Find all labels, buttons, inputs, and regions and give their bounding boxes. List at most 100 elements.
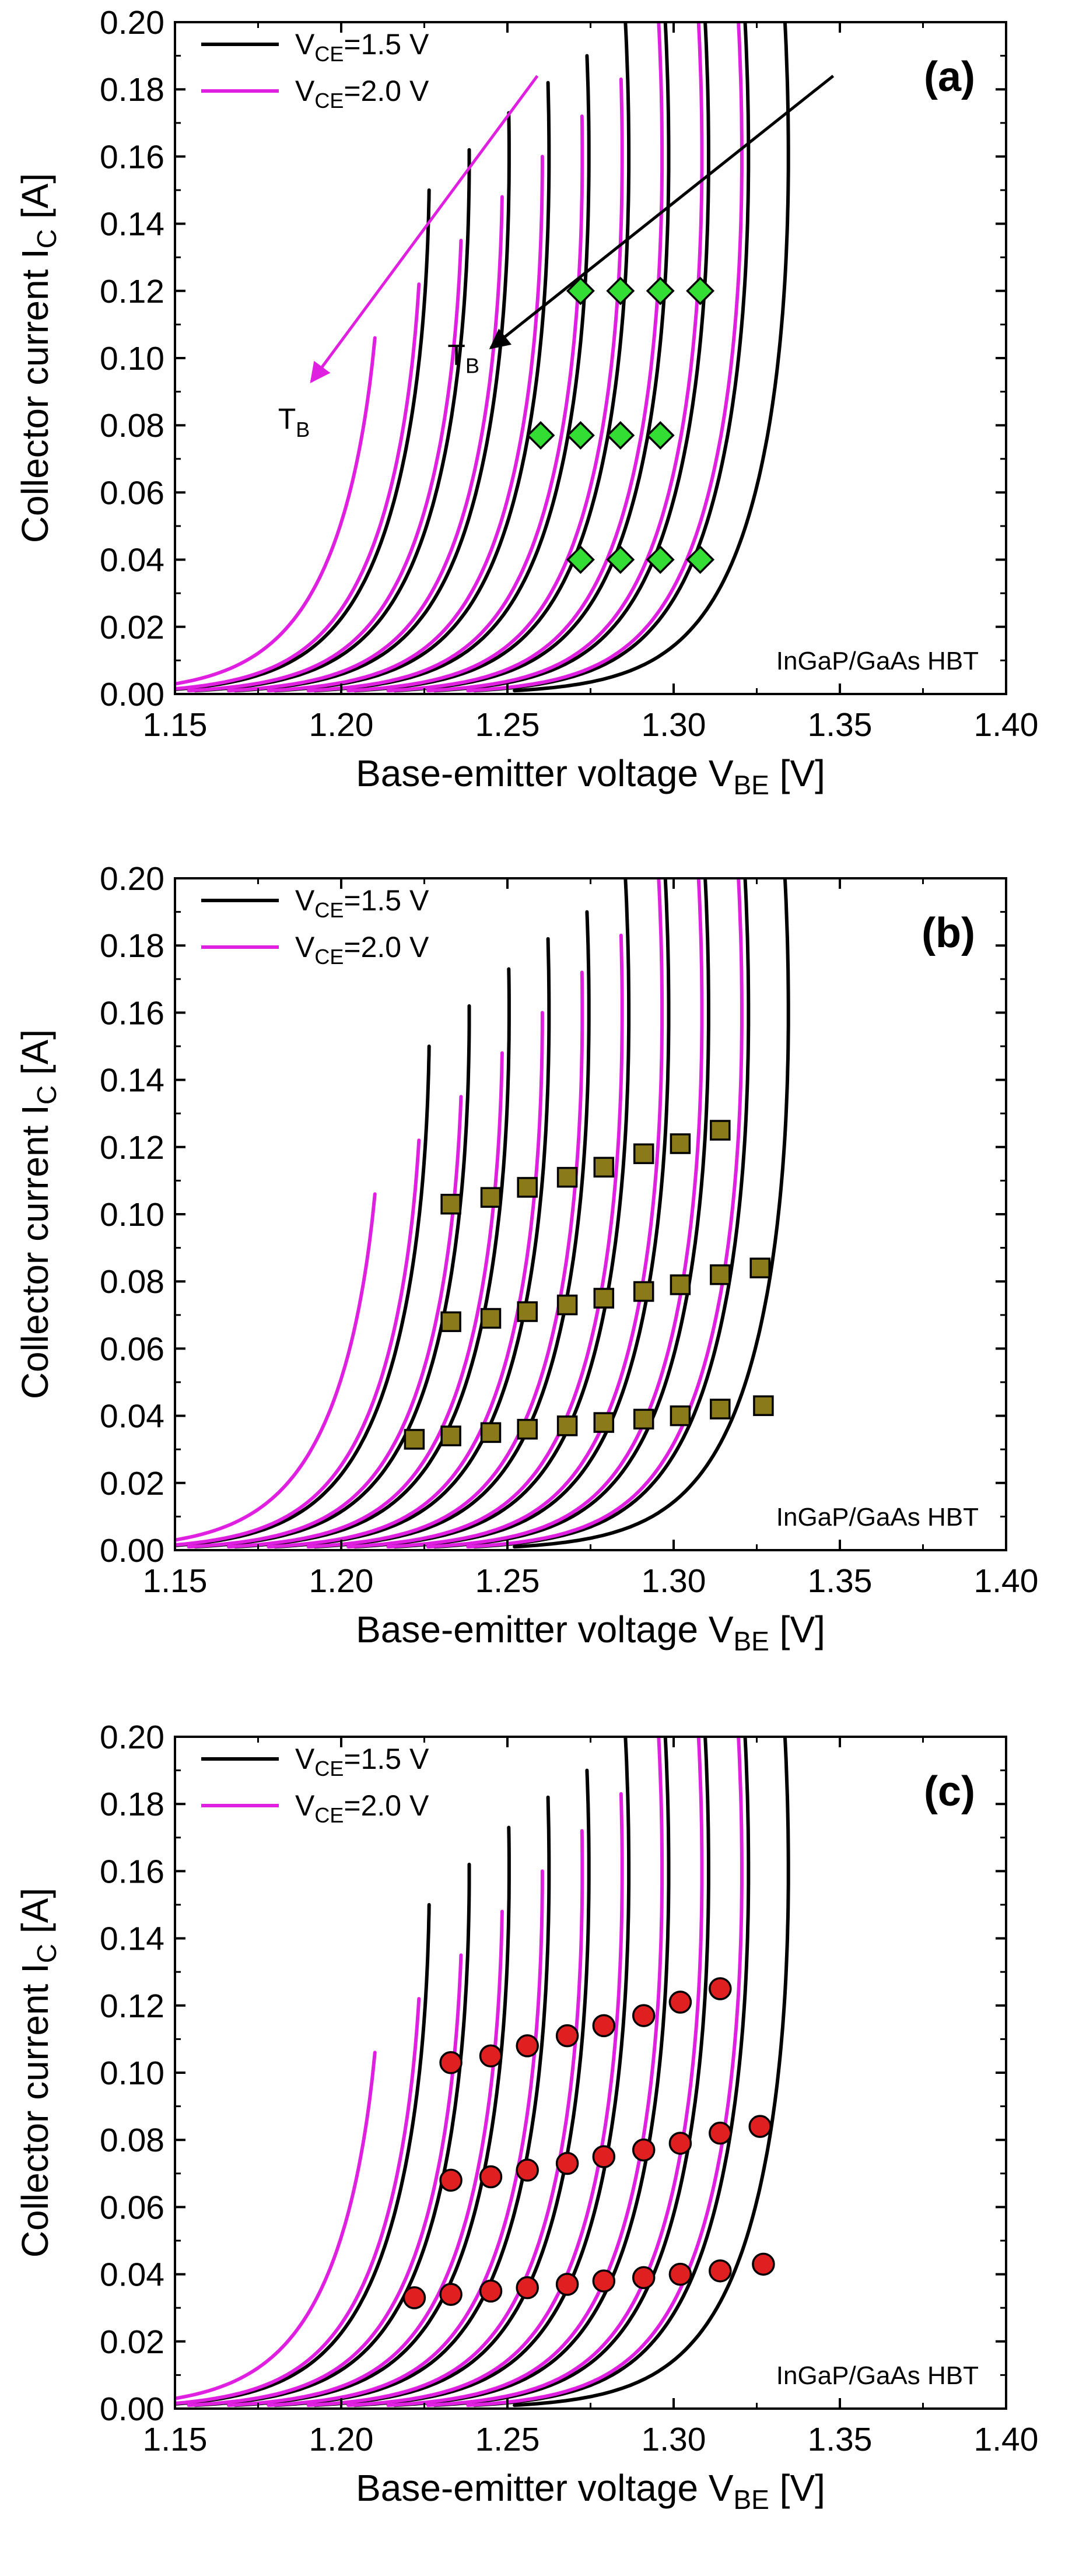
- x-tick-label: 1.25: [475, 706, 540, 744]
- data-point-6: [593, 1412, 615, 1433]
- y-tick-label: 0.10: [100, 1196, 164, 1233]
- vce-2p0-curve-2: [175, 1138, 421, 1547]
- vce-1p5-curve-6: [353, 22, 631, 693]
- data-point-23: [556, 1166, 578, 1188]
- y-tick-label: 0.20: [100, 4, 164, 41]
- data-point-24: [593, 1156, 615, 1178]
- x-tick-label: 1.20: [309, 1562, 374, 1600]
- vce-2p0-curve-3: [187, 1953, 463, 2407]
- data-point-9: [710, 1399, 731, 1420]
- data-point-14: [555, 2151, 579, 2175]
- data-point-3: [480, 1422, 502, 1443]
- data-point-13: [517, 1301, 538, 1322]
- legend-sub: CE: [314, 898, 344, 922]
- vce-1p5-curve-10: [513, 22, 790, 693]
- vce-2p0-curve-5: [267, 155, 544, 693]
- y-tick-label: 0.18: [100, 71, 164, 108]
- vce-1p5-curve-2: [193, 148, 471, 693]
- data-point-16: [633, 1281, 654, 1302]
- vce-1p5-curve-3: [233, 111, 511, 693]
- x-axis-title-main: Base-emitter voltage V: [356, 2467, 734, 2509]
- data-point-8: [668, 2262, 692, 2286]
- device-annotation: InGaP/GaAs HBT: [776, 2361, 979, 2390]
- y-axis-title-main: Collector current I: [14, 248, 56, 543]
- y-tick-label: 0.20: [100, 860, 164, 898]
- vce-1p5-curve-10: [513, 1737, 790, 2407]
- legend-prefix: V: [295, 1743, 315, 1775]
- vce-1p5-curve-5: [313, 54, 591, 693]
- data-point-11: [440, 1311, 461, 1333]
- x-tick-label: 1.35: [808, 706, 873, 744]
- vce-2p0-curve-2: [175, 282, 421, 691]
- data-point-2: [439, 2283, 463, 2306]
- tb-label-sub: B: [465, 354, 479, 378]
- y-axis-title: Collector current IC [A]: [14, 1029, 62, 1399]
- vce-2p0-curve-7: [346, 1792, 624, 2407]
- y-tick-label: 0.00: [100, 2391, 164, 2428]
- data-point-11: [439, 2168, 463, 2192]
- y-tick-label: 0.12: [100, 1129, 164, 1166]
- x-tick-label: 1.30: [642, 706, 706, 744]
- data-point-12: [479, 2165, 503, 2189]
- legend-suffix: =2.0 V: [344, 75, 429, 107]
- vce-2p0-curve-10: [466, 1737, 744, 2407]
- y-tick-label: 0.04: [100, 1398, 164, 1435]
- y-tick-label: 0.14: [100, 1062, 164, 1099]
- y-axis-title-main: Collector current I: [14, 1963, 56, 2258]
- tb-label-main: T: [447, 339, 465, 371]
- data-point-26: [668, 1990, 692, 2014]
- data-point-5: [555, 2273, 579, 2296]
- x-tick-label: 1.35: [808, 1562, 873, 1600]
- x-tick-label: 1.30: [642, 2421, 706, 2458]
- y-tick-label: 0.06: [100, 2189, 164, 2226]
- vce-2p0-curve-3: [187, 1095, 463, 1549]
- x-tick-label: 1.40: [974, 706, 1039, 744]
- plot-area: [175, 1737, 790, 2407]
- x-tick-label: 1.30: [642, 1562, 706, 1600]
- vce-1p5-curve-6: [353, 1737, 631, 2407]
- x-tick-label: 1.20: [309, 706, 374, 744]
- panel-label: (b): [922, 910, 975, 956]
- data-point-12: [686, 545, 715, 574]
- y-tick-label: 0.14: [100, 206, 164, 243]
- y-tick-label: 0.06: [100, 474, 164, 511]
- data-point-27: [710, 1120, 731, 1141]
- vce-1p5-curve-8: [433, 878, 710, 1549]
- y-tick-label: 0.08: [100, 1263, 164, 1301]
- y-axis-title-sub: C: [31, 1944, 62, 1963]
- vce-2p0-curve-10: [466, 22, 744, 693]
- vce-1p5-curve-2: [193, 1004, 471, 1549]
- vce-2p0-curve-9: [426, 878, 704, 1549]
- data-point-4: [686, 276, 715, 306]
- x-axis-title: Base-emitter voltage VBE [V]: [356, 752, 825, 800]
- vce-2p0-curve-5: [267, 1011, 544, 1549]
- vce-1p5-curve-9: [472, 22, 751, 693]
- y-tick-label: 0.02: [100, 609, 164, 646]
- y-tick-label: 0.00: [100, 676, 164, 713]
- data-point-25: [632, 2004, 656, 2027]
- tb-arrow-magenta: [310, 75, 539, 384]
- vce-1p5-curve-5: [313, 910, 591, 1549]
- y-tick-label: 0.16: [100, 994, 164, 1032]
- data-point-12: [480, 1308, 502, 1329]
- vce-1p5-curve-4: [273, 937, 551, 1549]
- y-axis-title-sub: C: [31, 1085, 62, 1105]
- data-point-4: [517, 1418, 538, 1440]
- plot-area: [175, 878, 790, 1549]
- data-point-8: [646, 421, 675, 450]
- legend-suffix: =1.5 V: [344, 28, 429, 61]
- y-axis-title-sub: C: [31, 229, 62, 248]
- tb-arrow-black: [489, 75, 835, 349]
- x-tick-label: 1.25: [475, 2421, 540, 2458]
- vce-1p5-curve-3: [233, 967, 511, 1549]
- legend-prefix: V: [295, 1789, 315, 1822]
- data-point-2: [606, 276, 635, 306]
- data-point-11: [646, 545, 675, 574]
- legend-sub: CE: [314, 1803, 344, 1827]
- y-tick-label: 0.08: [100, 407, 164, 444]
- x-axis-title-tail: [V]: [769, 2467, 825, 2509]
- y-tick-label: 0.10: [100, 340, 164, 377]
- vce-2p0-curve-4: [226, 195, 504, 693]
- data-point-13: [516, 2158, 539, 2182]
